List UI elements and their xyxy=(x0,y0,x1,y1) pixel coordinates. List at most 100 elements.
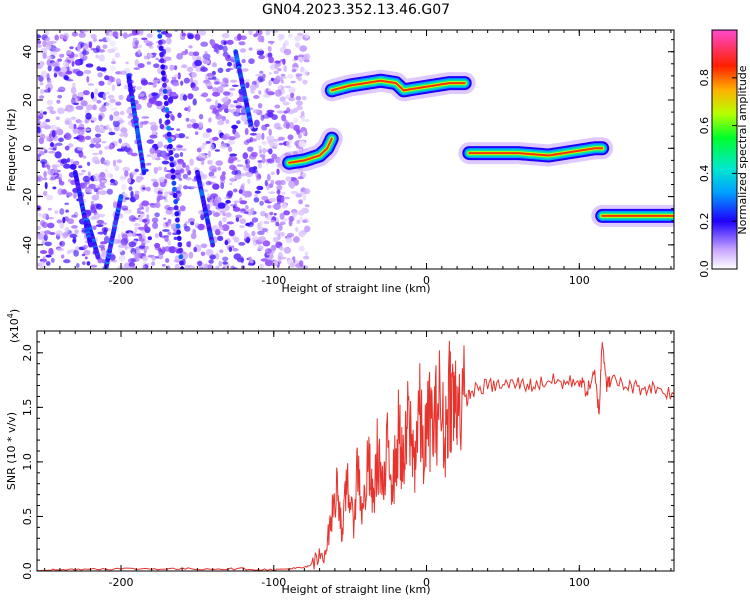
spectrogram-cell xyxy=(200,251,206,257)
spectrogram-cell xyxy=(104,168,109,173)
spectrogram-cell xyxy=(137,30,144,35)
spectrogram-streak-cell xyxy=(248,121,254,127)
spectrogram-cell xyxy=(235,105,243,109)
spectrogram-streak-cell xyxy=(173,199,179,205)
spectrogram-cell xyxy=(81,30,89,33)
spectrogram-cell xyxy=(157,195,164,201)
spectrogram-cell xyxy=(95,133,101,138)
spectrogram-cell xyxy=(256,50,260,55)
spectrogram-cell xyxy=(227,158,235,164)
spectrogram-cell xyxy=(105,101,114,108)
spectrogram-cell xyxy=(115,101,122,106)
spectrogram-cell xyxy=(130,171,137,176)
spectrogram-cell xyxy=(225,119,230,124)
spectrogram-cell xyxy=(266,135,275,143)
spectrogram-cell xyxy=(122,166,130,172)
spectrogram-cell xyxy=(292,236,300,243)
spectrogram-cell xyxy=(171,76,177,80)
spectrogram-cell xyxy=(154,212,160,218)
spectrogram-cell xyxy=(163,152,168,159)
spectrogram-noise-layer xyxy=(37,30,311,269)
spectrogram-cell xyxy=(37,34,42,39)
spectrogram-cell xyxy=(146,33,153,38)
spectrogram-cell xyxy=(83,69,92,75)
x-tick-label: -100 xyxy=(261,576,286,589)
spectrogram-cell xyxy=(76,263,80,268)
spectrogram-cell xyxy=(203,263,209,269)
spectrogram-y-axis-label: Frequency (Hz) xyxy=(5,109,18,192)
spectrogram-cell xyxy=(207,193,211,199)
spectrogram-cell xyxy=(264,179,268,187)
spectrogram-cell xyxy=(275,221,280,227)
spectrogram-cell xyxy=(45,118,51,123)
spectrogram-cell xyxy=(63,32,69,40)
spectrogram-cell xyxy=(173,236,178,240)
spectrogram-cell xyxy=(273,122,281,129)
spectrogram-cell xyxy=(176,145,184,148)
spectrogram-cell xyxy=(56,126,61,134)
spectrogram-cell xyxy=(87,83,95,86)
spectrogram-cell xyxy=(59,208,65,215)
spectrogram-cell xyxy=(271,153,278,160)
spectrogram-cell xyxy=(99,182,105,187)
spectrogram-cell xyxy=(236,159,241,162)
spectrogram-cell xyxy=(119,70,128,76)
spectrogram-cell xyxy=(70,86,77,94)
spectrogram-cell xyxy=(65,191,71,197)
spectrogram-cell xyxy=(165,258,170,263)
spectrogram-cell xyxy=(238,189,243,194)
spectrogram-cell xyxy=(192,98,197,106)
spectrogram-cell xyxy=(222,261,228,265)
spectrogram-cell xyxy=(296,219,301,224)
spectrogram-cell xyxy=(121,143,126,148)
spectrogram-cell xyxy=(128,186,133,191)
spectrogram-cell xyxy=(189,265,195,269)
spectrogram-cell xyxy=(238,242,246,246)
spectrogram-cell xyxy=(71,97,76,105)
spectrogram-cell xyxy=(240,35,247,40)
spectrogram-cell xyxy=(246,138,252,143)
spectrogram-cell xyxy=(136,211,145,214)
spectrogram-cell xyxy=(178,177,183,181)
spectrogram-cell xyxy=(221,97,228,103)
spectrogram-cell xyxy=(106,188,114,195)
spectrogram-cell xyxy=(76,172,84,176)
spectrogram-cell xyxy=(99,124,104,128)
spectrogram-streak-cell xyxy=(173,205,179,211)
spectrogram-cell xyxy=(304,118,310,122)
spectrogram-cell xyxy=(189,158,195,166)
spectrogram-cell xyxy=(108,131,116,136)
spectrogram-cell xyxy=(167,218,172,224)
x-tick-label: -200 xyxy=(109,274,134,287)
spectrogram-cell xyxy=(207,150,211,158)
spectrogram-cell xyxy=(98,49,105,53)
spectrogram-cell xyxy=(180,80,184,86)
spectrogram-cell xyxy=(42,256,46,264)
spectrogram-cell xyxy=(296,129,301,134)
spectrogram-cell xyxy=(181,148,187,152)
spectrogram-cell xyxy=(281,202,288,209)
spectrogram-streak-cell xyxy=(166,125,172,131)
spectrogram-cell xyxy=(258,90,262,95)
spectrogram-cell xyxy=(197,121,204,128)
spectrogram-cell xyxy=(227,140,235,145)
spectrogram-cell xyxy=(268,56,274,64)
spectrogram-cell xyxy=(86,76,90,83)
spectrogram-cell xyxy=(50,142,54,148)
spectrogram-cell xyxy=(59,53,65,58)
spectrogram-cell xyxy=(229,153,237,157)
colorbar: 0.0 0.2 0.4 0.6 0.8 Normalized spectral ampl… xyxy=(698,29,749,278)
spectrogram-cell xyxy=(240,173,246,177)
spectrogram-cell xyxy=(236,134,241,138)
spectrogram-cell xyxy=(81,169,86,173)
spectrogram-cell xyxy=(227,146,233,153)
spectrogram-cell xyxy=(37,41,41,45)
spectrogram-cell xyxy=(230,56,234,60)
spectrogram-cell xyxy=(174,74,180,78)
spectrogram-cell xyxy=(38,213,42,217)
spectrogram-cell xyxy=(151,217,159,223)
spectrogram-cell xyxy=(221,115,226,122)
spectrogram-cell xyxy=(304,251,309,257)
spectrogram-cell xyxy=(183,77,190,84)
spectrogram-cell xyxy=(245,81,250,89)
